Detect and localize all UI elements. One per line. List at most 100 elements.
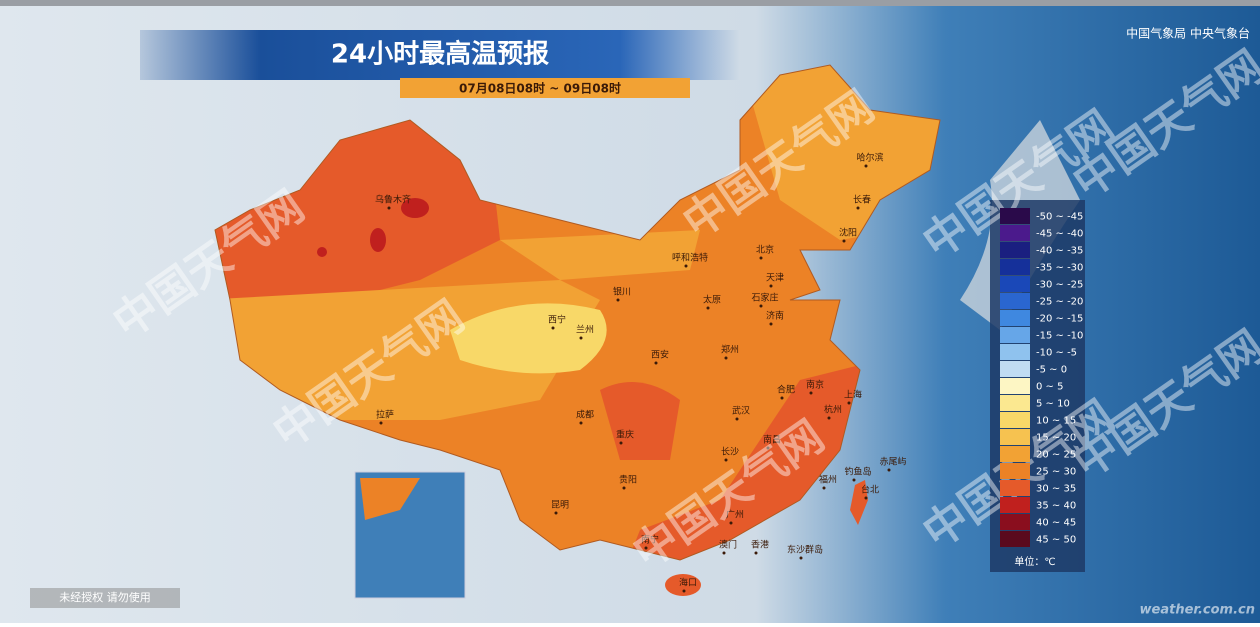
city-label: 昆明 bbox=[551, 500, 569, 511]
city-label: 南京 bbox=[806, 379, 824, 391]
legend-swatch bbox=[1000, 412, 1030, 428]
city-label: 乌鲁木齐 bbox=[375, 194, 411, 206]
city-label: 台北 bbox=[861, 484, 879, 496]
city-label: 太原 bbox=[703, 294, 721, 306]
legend-swatch bbox=[1000, 208, 1030, 224]
city-dot bbox=[766, 446, 770, 450]
legend-swatch bbox=[1000, 497, 1030, 513]
legend-label: -10 ~ -5 bbox=[1036, 348, 1077, 359]
city-label: 天津 bbox=[766, 273, 784, 284]
legend-label: 20 ~ 25 bbox=[1036, 450, 1076, 461]
city-dot bbox=[822, 486, 826, 490]
city-dot bbox=[842, 239, 846, 243]
city-dot bbox=[852, 478, 856, 482]
legend-swatch bbox=[1000, 327, 1030, 343]
city-label: 西宁 bbox=[548, 314, 566, 326]
legend-swatch bbox=[1000, 242, 1030, 258]
city-dot bbox=[769, 322, 773, 326]
city-label: 杭州 bbox=[824, 404, 842, 416]
city-label: 长沙 bbox=[721, 446, 739, 458]
city-label: 石家庄 bbox=[751, 292, 778, 304]
hainan bbox=[665, 574, 701, 596]
legend-swatch bbox=[1000, 259, 1030, 275]
notice: 未经授权 请勿使用 bbox=[59, 590, 151, 604]
city-dot bbox=[579, 421, 583, 425]
legend-label: -5 ~ 0 bbox=[1036, 365, 1067, 376]
city-dot bbox=[622, 486, 626, 490]
city-label: 福州 bbox=[819, 474, 837, 486]
top-bar bbox=[0, 0, 1260, 6]
source: 中国气象局 中央气象台 bbox=[1126, 26, 1250, 41]
city-label: 重庆 bbox=[616, 429, 634, 441]
city-dot bbox=[735, 417, 739, 421]
subtitle-band bbox=[400, 78, 690, 98]
legend-label: -35 ~ -30 bbox=[1036, 263, 1083, 274]
legend-label: 25 ~ 30 bbox=[1036, 467, 1076, 478]
legend-swatch bbox=[1000, 361, 1030, 377]
legend-swatch bbox=[1000, 378, 1030, 394]
legend-swatch bbox=[1000, 276, 1030, 292]
title: 24小时最高温预报 bbox=[331, 39, 549, 70]
city-dot bbox=[619, 441, 623, 445]
city-dot bbox=[387, 206, 391, 210]
notice-bg bbox=[30, 588, 180, 608]
taiwan bbox=[850, 480, 868, 525]
legend-label: 30 ~ 35 bbox=[1036, 484, 1076, 495]
city-dot bbox=[887, 468, 891, 472]
city-label: 钓鱼岛 bbox=[844, 466, 871, 478]
legend-swatch bbox=[1000, 293, 1030, 309]
city-label: 银川 bbox=[613, 286, 631, 298]
city-label: 澳门 bbox=[719, 539, 737, 551]
legend-label: 45 ~ 50 bbox=[1036, 535, 1076, 546]
city-dot bbox=[754, 551, 758, 555]
city-label: 合肥 bbox=[777, 384, 795, 396]
city-label: 哈尔滨 bbox=[856, 152, 883, 164]
city-dot bbox=[864, 496, 868, 500]
city-dot bbox=[554, 511, 558, 515]
city-dot bbox=[729, 521, 733, 525]
city-dot bbox=[847, 401, 851, 405]
city-dot bbox=[644, 546, 648, 550]
legend-label: 5 ~ 10 bbox=[1036, 399, 1070, 410]
city-label: 济南 bbox=[766, 310, 784, 322]
legend-swatch bbox=[1000, 480, 1030, 496]
city-label: 武汉 bbox=[732, 405, 750, 417]
legend-label: 0 ~ 5 bbox=[1036, 382, 1063, 393]
city-dot bbox=[780, 396, 784, 400]
legend-label: 10 ~ 15 bbox=[1036, 416, 1076, 427]
legend-label: -50 ~ -45 bbox=[1036, 212, 1083, 223]
city-dot bbox=[827, 416, 831, 420]
legend-label: 35 ~ 40 bbox=[1036, 501, 1076, 512]
city-dot bbox=[722, 551, 726, 555]
legend-swatch bbox=[1000, 531, 1030, 547]
city-dot bbox=[724, 356, 728, 360]
city-dot bbox=[759, 256, 763, 260]
city-dot bbox=[799, 556, 803, 560]
city-label: 海口 bbox=[679, 577, 697, 589]
city-dot bbox=[616, 298, 620, 302]
city-label: 长春 bbox=[853, 194, 871, 206]
city-label: 东沙群岛 bbox=[787, 544, 823, 556]
city-label: 呼和浩特 bbox=[672, 252, 708, 264]
city-dot bbox=[864, 164, 868, 168]
title-banner bbox=[140, 30, 740, 80]
legend-label: -15 ~ -10 bbox=[1036, 331, 1083, 342]
city-dot bbox=[682, 589, 686, 593]
legend-label: -20 ~ -15 bbox=[1036, 314, 1083, 325]
city-label: 兰州 bbox=[576, 324, 594, 336]
legend-swatch bbox=[1000, 225, 1030, 241]
legend-swatch bbox=[1000, 446, 1030, 462]
city-dot bbox=[724, 458, 728, 462]
city-dot bbox=[551, 326, 555, 330]
legend-label: -45 ~ -40 bbox=[1036, 229, 1083, 240]
legend-swatch bbox=[1000, 514, 1030, 530]
city-dot bbox=[856, 206, 860, 210]
city-label: 上海 bbox=[844, 389, 862, 401]
legend-label: 40 ~ 45 bbox=[1036, 518, 1076, 529]
city-label: 沈阳 bbox=[839, 227, 857, 239]
city-label: 郑州 bbox=[721, 344, 739, 356]
legend-unit: 单位：℃ bbox=[1014, 555, 1055, 568]
subtitle: 07月08日08时 ~ 09日08时 bbox=[459, 81, 621, 96]
